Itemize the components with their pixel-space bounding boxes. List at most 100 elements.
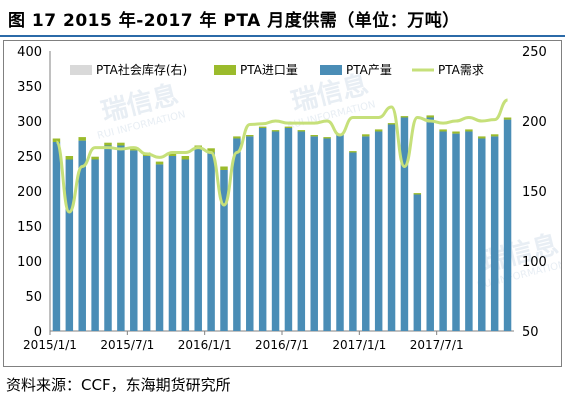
import-bar (104, 142, 112, 146)
y-tick-label: 200 (17, 185, 42, 200)
demand-line (54, 98, 509, 214)
import-bar (246, 135, 254, 137)
import-bar (362, 134, 370, 137)
production-bar (400, 117, 409, 331)
y2-tick-label: 150 (522, 185, 547, 200)
import-bar (439, 129, 447, 132)
production-bar (181, 159, 190, 331)
import-bar (323, 137, 331, 139)
production-bar (336, 135, 344, 331)
import-bar (310, 135, 318, 137)
production-bar (426, 117, 434, 331)
import-bar (452, 131, 460, 134)
y-tick-label: 100 (17, 255, 42, 270)
production-bar (91, 159, 99, 331)
production-bar (104, 145, 112, 331)
production-bar (478, 138, 486, 331)
production-bar (503, 119, 512, 331)
import-bar (168, 152, 177, 156)
legend-swatch (214, 65, 236, 75)
production-bar (233, 138, 241, 331)
import-bar (413, 193, 422, 195)
production-bar (271, 131, 280, 331)
import-bar (349, 151, 357, 153)
production-bar (465, 131, 473, 331)
figure-title: 图 17 2015 年-2017 年 PTA 月度供需（单位：万吨） (8, 11, 460, 31)
import-bar (387, 123, 396, 125)
production-bar (258, 128, 267, 331)
production-bar (130, 150, 138, 331)
production-bar (246, 136, 254, 331)
legend-swatch (70, 65, 92, 75)
import-bar (91, 156, 99, 160)
import-bar (117, 142, 125, 146)
production-bar (362, 136, 370, 331)
production-bar (220, 170, 228, 331)
production-bar (52, 142, 61, 331)
import-bar (52, 138, 61, 142)
y-tick-label: 250 (17, 150, 42, 165)
production-bar (387, 124, 396, 331)
production-bar (168, 156, 177, 331)
production-bar (78, 140, 86, 331)
legend-label: PTA进口量 (240, 63, 298, 77)
y2-tick-label: 100 (522, 255, 547, 270)
import-bar (65, 156, 74, 160)
production-bar (310, 136, 318, 331)
y2-tick-label: 200 (522, 115, 547, 130)
import-bar (297, 130, 306, 132)
y-tick-label: 0 (34, 325, 42, 340)
import-bar (465, 129, 473, 132)
production-bar (207, 152, 215, 331)
y-tick-label: 400 (17, 45, 42, 60)
x-tick-label: 2015/1/1 (23, 338, 77, 352)
import-bar (284, 126, 293, 128)
y2-tick-label: 250 (522, 45, 547, 60)
production-bar (284, 128, 293, 331)
legend: PTA社会库存(右) PTA进口量 PTA产量 PTA需求 (70, 62, 484, 77)
y-tick-label: 300 (17, 115, 42, 130)
x-tick-label: 2016/1/1 (178, 338, 232, 352)
import-bar (400, 116, 409, 118)
title-divider (0, 35, 565, 37)
production-bar (323, 138, 331, 331)
import-bar (374, 129, 383, 132)
x-tick-label: 2016/7/1 (255, 338, 309, 352)
y2-tick-label: 50 (522, 325, 539, 340)
production-bar (349, 152, 357, 331)
legend-label: PTA需求 (438, 63, 484, 77)
import-bar (78, 137, 86, 141)
chart-container: 瑞信息 RUI INFORMATION 瑞信息 RUI INFORMATION 瑞信息 R… (3, 40, 562, 367)
legend-label: PTA社会库存(右) (96, 62, 187, 77)
x-tick-label: 2017/1/1 (332, 338, 386, 352)
y-tick-label: 50 (25, 290, 42, 305)
import-bar (155, 161, 164, 165)
source-note: 资料来源：CCF，东海期货研究所 (6, 376, 231, 394)
production-bar (65, 159, 74, 331)
import-bar (220, 166, 228, 170)
production-bar (194, 149, 202, 331)
import-bar (271, 130, 280, 132)
import-bar (258, 126, 267, 128)
legend-label: PTA产量 (346, 63, 392, 77)
production-bar (490, 136, 499, 331)
production-bar (452, 133, 460, 331)
production-bar (297, 131, 306, 331)
import-bar (490, 134, 499, 137)
x-tick-label: 2017/7/1 (410, 338, 464, 352)
production-bar (439, 131, 447, 331)
import-bar (181, 156, 190, 160)
x-tick-label: 2015/7/1 (100, 338, 154, 352)
legend-swatch (320, 65, 342, 75)
y-tick-label: 150 (17, 220, 42, 235)
demand-line-path (54, 98, 509, 214)
bars (52, 115, 512, 331)
import-bar (233, 136, 241, 139)
y-tick-label: 350 (17, 80, 42, 95)
production-bar (142, 156, 151, 331)
import-bar (503, 117, 512, 120)
production-bar (374, 131, 383, 331)
production-bar (117, 145, 125, 331)
import-bar (207, 148, 215, 153)
